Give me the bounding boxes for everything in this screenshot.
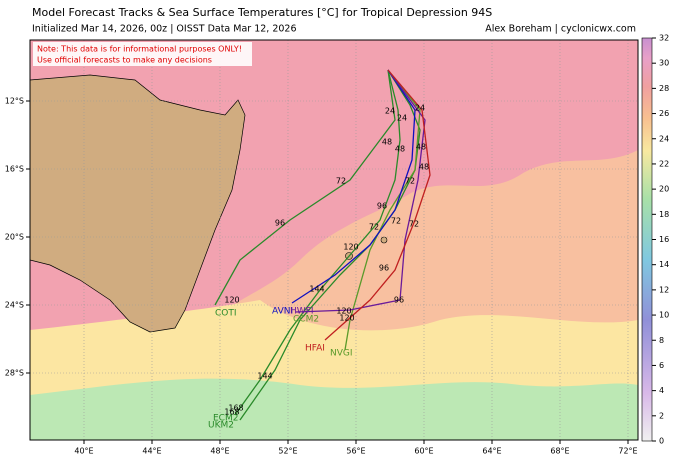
hour-label: 48 [395,145,405,154]
hour-label: 24 [415,104,425,113]
model-label: AVNI [272,307,293,317]
note-box [33,42,252,66]
hour-label: 48 [416,143,426,152]
lat-label: 20°S [5,233,24,242]
hour-label: 24 [385,107,395,116]
hour-label: 120 [224,296,239,305]
model-label: NVGI [330,349,353,359]
colorbar-label: 8 [659,336,664,345]
lon-label: 64°E [482,447,501,456]
hour-label: 48 [382,138,392,147]
hour-label: 24 [397,114,407,123]
model-label: ECM2 [213,414,238,424]
hour-label: 72 [405,177,415,186]
model-label: HWFI [290,307,314,317]
track [295,69,426,313]
lon-label: 52°E [278,447,297,456]
colorbar-label: 4 [659,386,664,395]
hour-label: 96 [275,219,285,228]
hour-label: 144 [309,285,324,294]
colorbar-label: 20 [659,185,669,194]
hour-label: 72 [409,220,419,229]
lat-label: 12°S [5,97,24,106]
hour-label: 120 [339,314,354,323]
note-line: Use official forecasts to make any decis… [37,56,212,65]
colorbar-label: 16 [659,235,669,244]
lat-label: 16°S [5,165,24,174]
colorbar-label: 0 [659,437,664,446]
colorbar-label: 28 [659,84,669,93]
lon-label: 68°E [550,447,569,456]
colorbar-label: 10 [659,311,669,320]
hour-label: 72 [336,177,346,186]
subtitle: Initialized Mar 14, 2026, 00z | OISST Da… [32,24,297,35]
lat-label: 28°S [5,369,24,378]
hour-label: 72 [391,217,401,226]
hour-label: 48 [419,163,429,172]
model-label: CCM2 [293,315,319,325]
lon-label: 72°E [618,447,637,456]
track [291,69,416,304]
hour-label: 120 [336,307,351,316]
lon-label: 40°E [74,447,93,456]
credit: Alex Boreham | cyclonicwx.com [485,24,636,35]
track [214,69,396,306]
model-label: UKM2 [208,421,234,431]
title: Model Forecast Tracks & Sea Surface Temp… [32,6,492,19]
lon-label: 48°E [210,447,229,456]
lon-label: 60°E [414,447,433,456]
lon-label: 56°E [346,447,365,456]
hour-label: 144 [257,372,272,381]
colorbar-label: 6 [659,361,664,370]
colorbar-label: 2 [659,411,664,420]
note-line: Note: This data is for informational pur… [37,45,242,54]
lat-label: 24°S [5,301,24,310]
hour-label: 120 [343,243,358,252]
colorbar-label: 32 [659,34,669,43]
track [324,69,431,341]
track [344,69,421,351]
track [234,69,401,416]
hour-label: 72 [369,223,379,232]
lon-label: 44°E [142,447,161,456]
colorbar-label: 30 [659,59,669,68]
model-label: COTI [215,309,237,319]
hour-label: 96 [394,296,404,305]
sst-cool [30,378,638,440]
hour-label: 168 [228,404,243,413]
colorbar-label: 14 [659,260,669,269]
hour-label: 96 [379,264,389,273]
mauritius [380,236,388,244]
colorbar-label: 24 [659,134,669,143]
colorbar [641,37,653,442]
colorbar-label: 26 [659,109,669,118]
colorbar-label: 22 [659,159,669,168]
colorbar-label: 18 [659,210,669,219]
hour-label: 96 [377,202,387,211]
colorbar-label: 12 [659,285,669,294]
map-frame [29,39,639,441]
hour-label: 168 [224,408,239,417]
model-label: HFAI [305,344,325,354]
